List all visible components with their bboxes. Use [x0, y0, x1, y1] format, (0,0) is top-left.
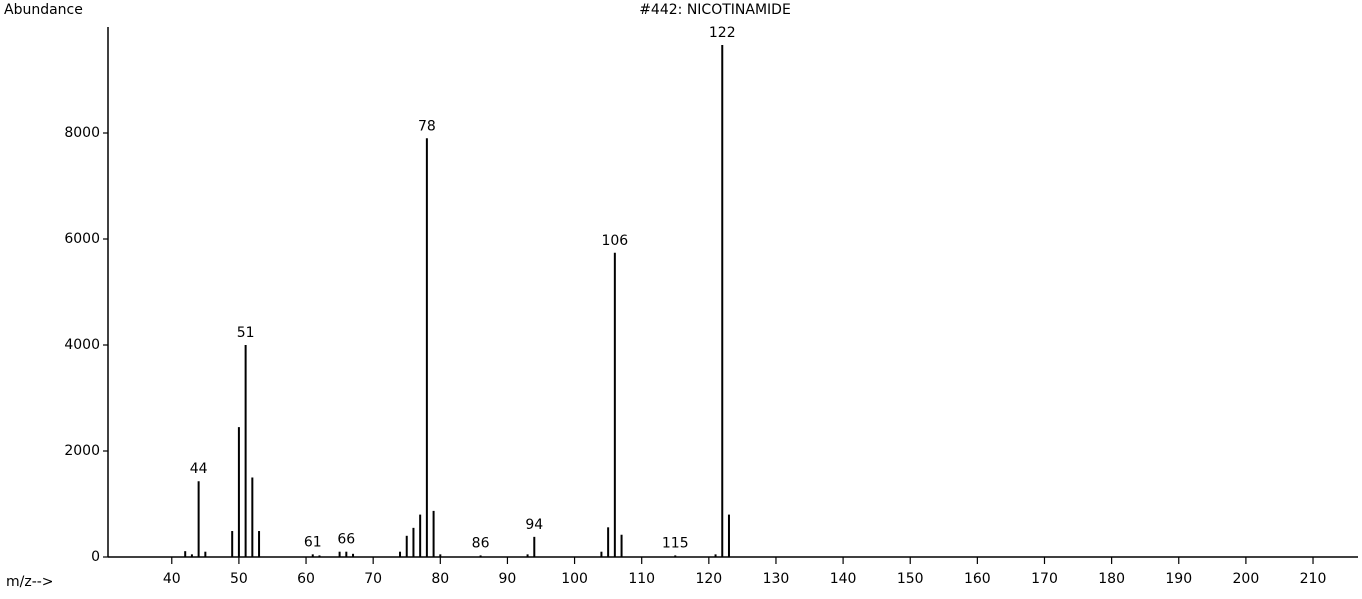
x-axis-title: m/z--> [6, 574, 54, 590]
x-tick-label: 140 [830, 571, 857, 587]
peak-label: 115 [662, 535, 689, 551]
peak-label: 78 [418, 118, 436, 134]
peak-label: 122 [709, 25, 736, 41]
x-tick-label: 200 [1233, 571, 1260, 587]
y-axis-title: Abundance [4, 2, 83, 18]
x-tick-label: 190 [1165, 571, 1192, 587]
x-tick-label: 40 [163, 571, 181, 587]
y-tick-label: 0 [91, 549, 100, 565]
x-tick-label: 100 [561, 571, 588, 587]
x-tick-label: 70 [364, 571, 382, 587]
y-tick-label: 4000 [64, 337, 100, 353]
x-tick-label: 120 [695, 571, 722, 587]
x-tick-label: 150 [897, 571, 924, 587]
peak-label: 86 [472, 535, 490, 551]
x-tick-label: 210 [1300, 571, 1327, 587]
x-tick-label: 170 [1031, 571, 1058, 587]
y-tick-label: 6000 [64, 231, 100, 247]
x-tick-label: 130 [763, 571, 790, 587]
x-tick-label: 110 [628, 571, 655, 587]
peak-label: 106 [601, 233, 628, 249]
chart-title: #442: NICOTINAMIDE [639, 2, 791, 18]
y-tick-label: 8000 [64, 125, 100, 141]
x-tick-label: 90 [499, 571, 517, 587]
x-tick-label: 180 [1098, 571, 1125, 587]
x-tick-label: 60 [297, 571, 315, 587]
y-tick-label: 2000 [64, 443, 100, 459]
peak-label: 44 [190, 461, 208, 477]
peak-label: 61 [304, 534, 322, 550]
x-tick-label: 50 [230, 571, 248, 587]
x-tick-label: 80 [431, 571, 449, 587]
peak-label: 66 [337, 532, 355, 548]
peak-label: 51 [237, 325, 255, 341]
x-tick-label: 160 [964, 571, 991, 587]
peak-label: 94 [525, 517, 543, 533]
